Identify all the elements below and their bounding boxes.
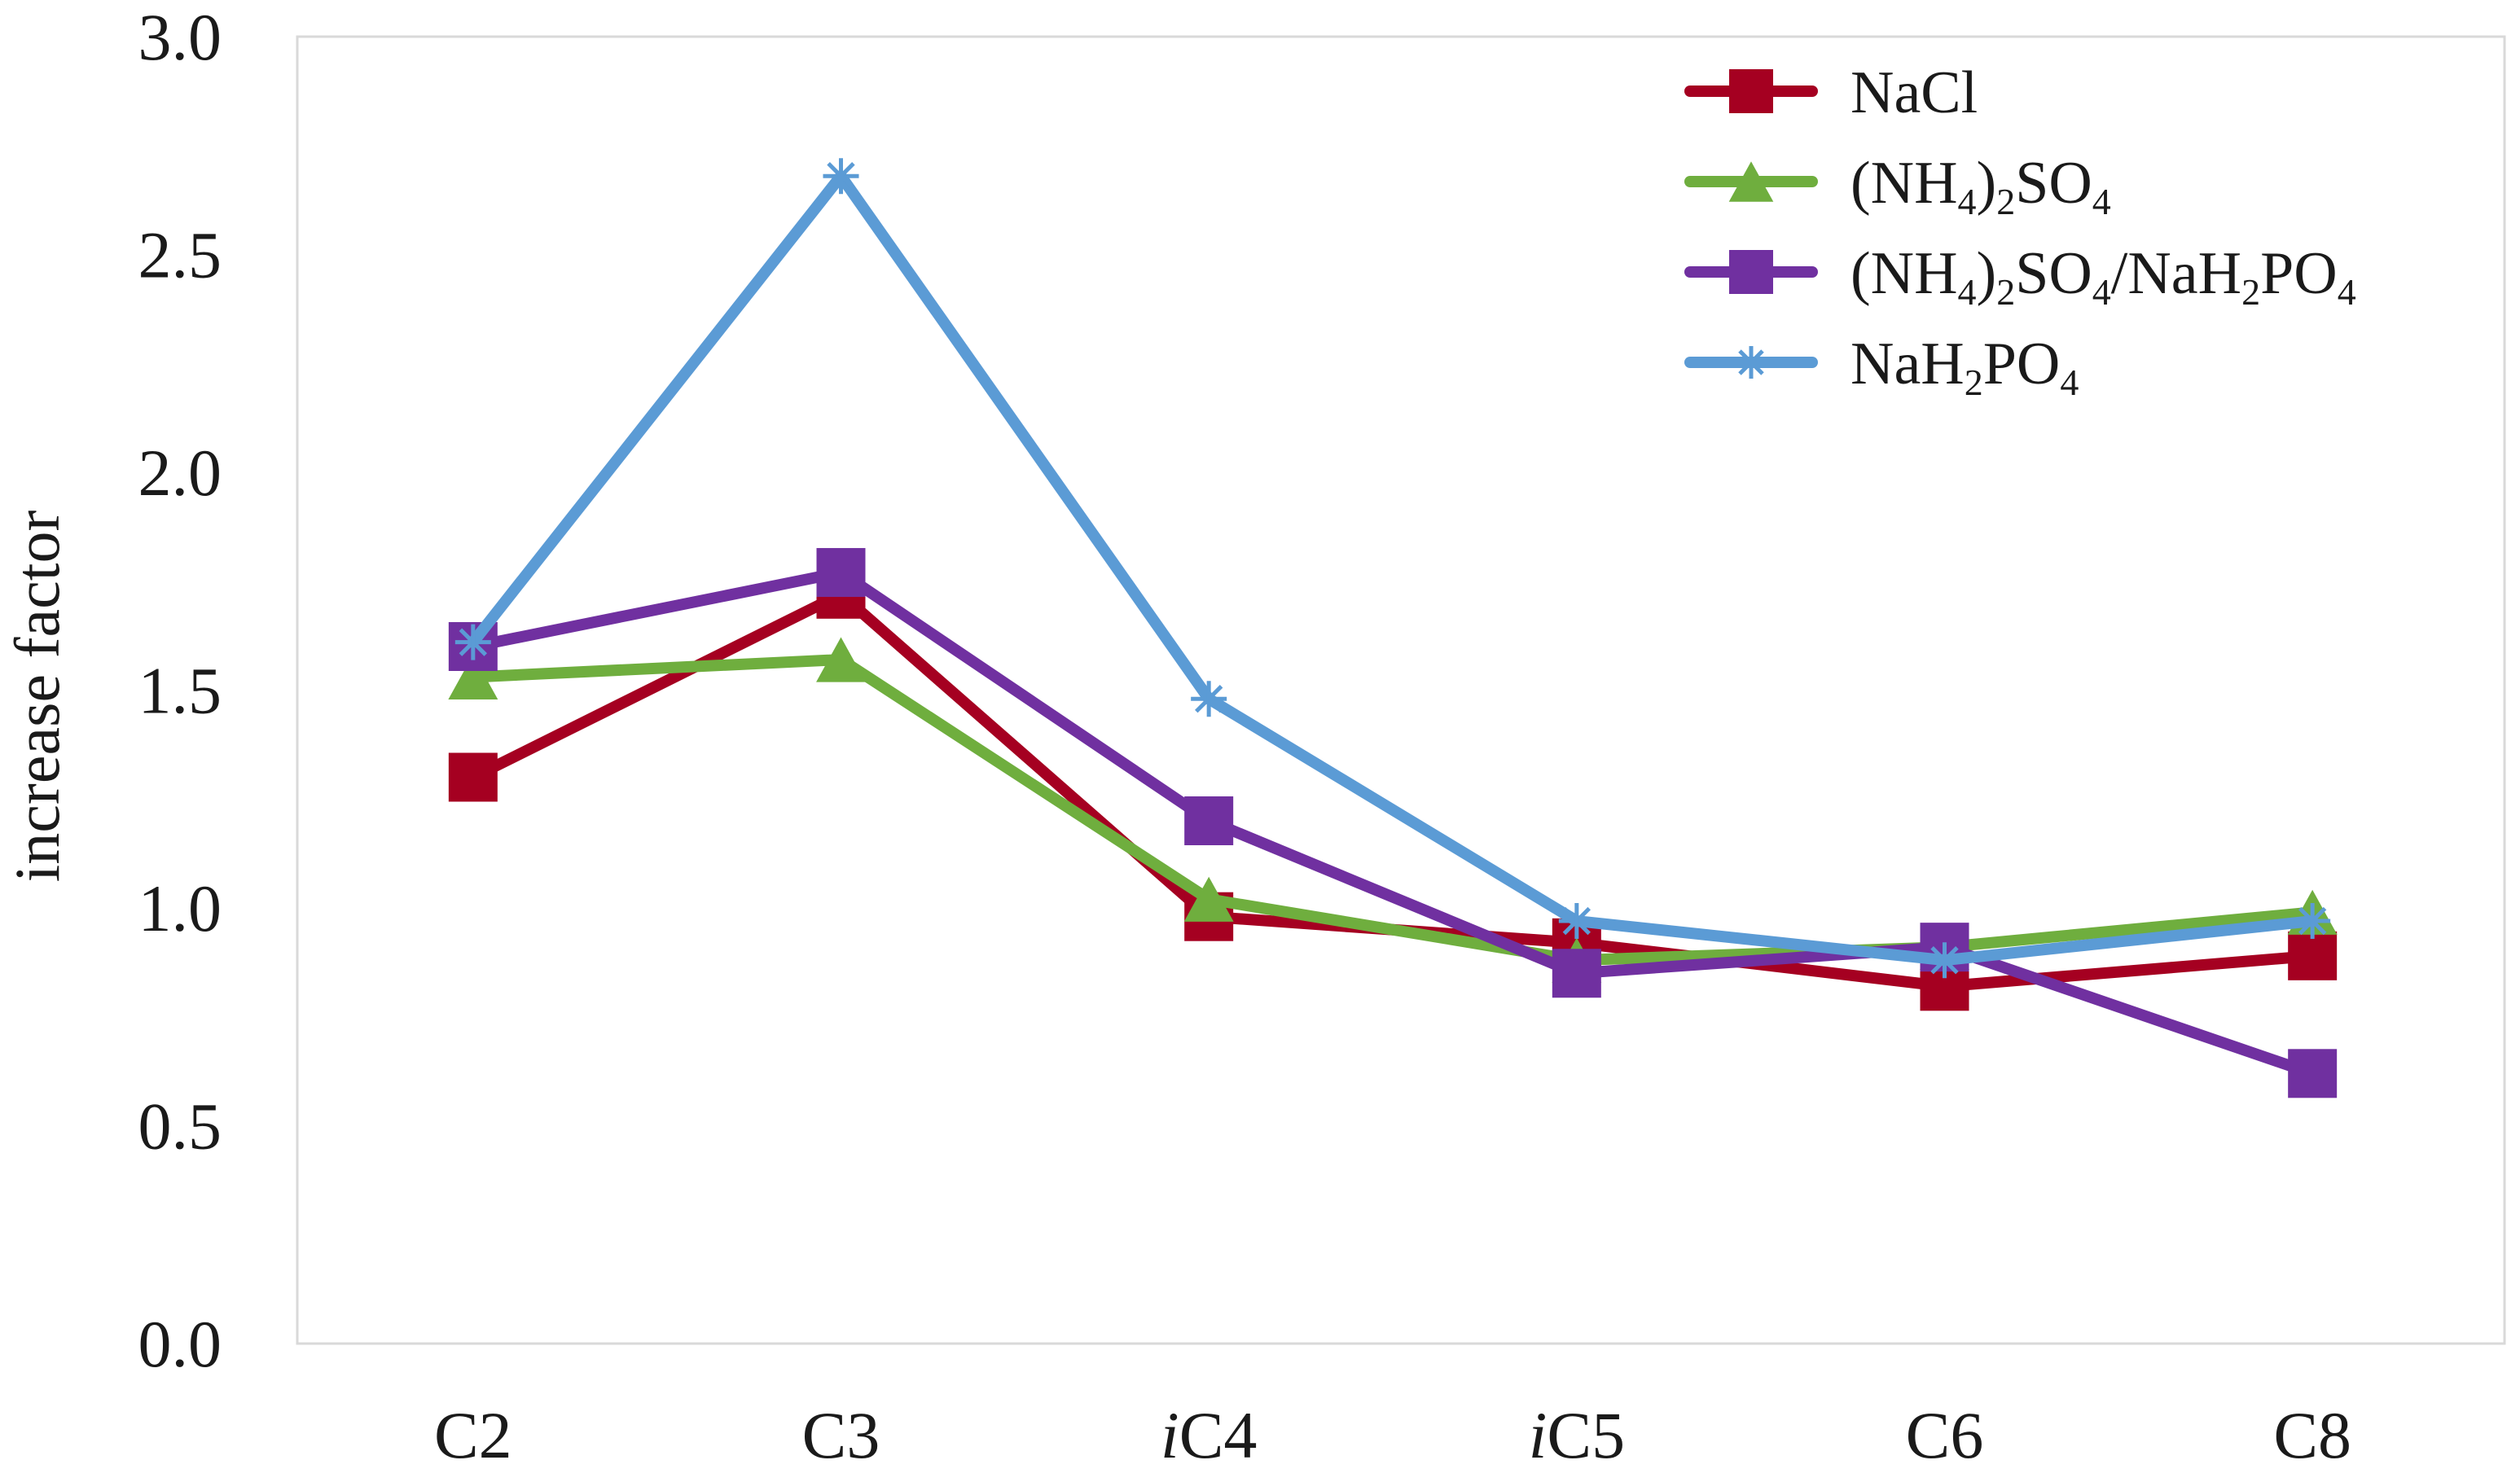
series-line [467,654,2319,967]
x-tick-label: iC4 [1161,1398,1258,1472]
data-point-square [816,548,866,598]
legend-subscript: 4 [2338,271,2356,313]
legend-label: NaCl [1850,59,1978,126]
legend-subscript: 2 [1996,271,2015,313]
x-tick-label: iC5 [1529,1398,1626,1472]
legend-text-part: ) [1977,240,1997,307]
legend-text-part: ) [1977,150,1997,217]
x-tick-label: C8 [2273,1398,2351,1472]
x-axis-ticks: C2 C3 iC4 iC5 C6 C8 [434,1398,2351,1472]
x-tick-prefix: i [1529,1398,1548,1472]
data-point-asterisk [1926,942,1963,979]
series-line [467,170,2319,967]
data-point-asterisk [1735,346,1767,379]
data-point-triangle [448,654,498,699]
x-tick-label: C6 [1906,1398,1984,1472]
y-tick-label: 3.0 [138,0,222,74]
legend-subscript: 2 [2241,271,2260,313]
legend-subscript: 4 [2092,271,2111,313]
data-point-asterisk [1558,903,1595,940]
legend-text-part: NaH [1850,331,1965,397]
y-tick-label: 1.0 [138,871,222,945]
data-point-triangle [816,637,866,682]
data-point-square [448,752,498,802]
legend-subscript: 2 [1996,181,2015,222]
legend-item: (NH4)2SO4 [1684,150,2111,222]
data-point-asterisk [2294,903,2331,940]
series-layer [448,158,2338,1098]
x-tick-base: C5 [1547,1398,1625,1472]
y-tick-label: 0.0 [138,1307,222,1381]
legend-item: NaH2PO4 [1684,331,2079,403]
legend-item: NaCl [1684,59,1978,126]
series-line [467,567,2319,1080]
data-point-triangle [1728,161,1774,202]
legend-text-part: SO [2015,240,2092,307]
series-3 [454,158,2331,979]
data-point-asterisk [454,624,491,660]
x-tick-label: C3 [802,1398,880,1472]
data-point-square [1184,796,1234,845]
legend-text-part: NaCl [1850,59,1978,126]
legend-label: (NH4)2SO4/NaH2PO4 [1850,240,2356,313]
y-tick-label: 1.5 [138,654,222,728]
data-point-triangle [1183,876,1234,922]
x-tick-base: C4 [1179,1398,1258,1472]
legend-text-part: PO [1983,331,2061,397]
y-tick-label: 2.0 [138,436,222,510]
y-tick-label: 2.5 [138,218,222,292]
legend-label: NaH2PO4 [1850,331,2079,403]
legend-text-part: /NaH [2111,240,2241,307]
legend-subscript: 4 [2060,362,2079,403]
x-tick-label: C2 [434,1398,512,1472]
legend-text-part: (NH [1850,240,1958,307]
x-tick-prefix: i [1161,1398,1179,1472]
legend-subscript: 4 [1958,271,1977,313]
x-tick-base: C6 [1906,1398,1984,1472]
legend-subscript: 4 [1958,181,1977,222]
data-point-square [1552,949,1601,998]
plot-area-border [296,35,2506,1345]
data-point-square [1729,250,1773,294]
legend-text-part: PO [2260,240,2338,307]
legend-subscript: 4 [2092,181,2111,222]
y-tick-label: 0.5 [138,1090,222,1164]
data-point-asterisk [1191,681,1227,717]
y-axis-title: increase factor [2,511,72,883]
data-point-square [2288,931,2338,980]
x-tick-base: C8 [2273,1398,2351,1472]
legend-subscript: 2 [1965,362,1983,403]
legend-label: (NH4)2SO4 [1850,150,2111,222]
legend-text-part: SO [2015,150,2092,217]
x-tick-base: C2 [434,1398,512,1472]
x-tick-base: C3 [802,1398,880,1472]
data-point-asterisk [823,158,859,195]
data-point-square [1729,69,1773,113]
data-point-square [2288,1049,2338,1098]
series-2 [448,548,2338,1098]
legend-text-part: (NH [1850,150,1958,217]
y-axis-ticks: 0.0 0.5 1.0 1.5 2.0 2.5 3.0 [138,0,222,1381]
legend-item: (NH4)2SO4/NaH2PO4 [1684,240,2356,313]
